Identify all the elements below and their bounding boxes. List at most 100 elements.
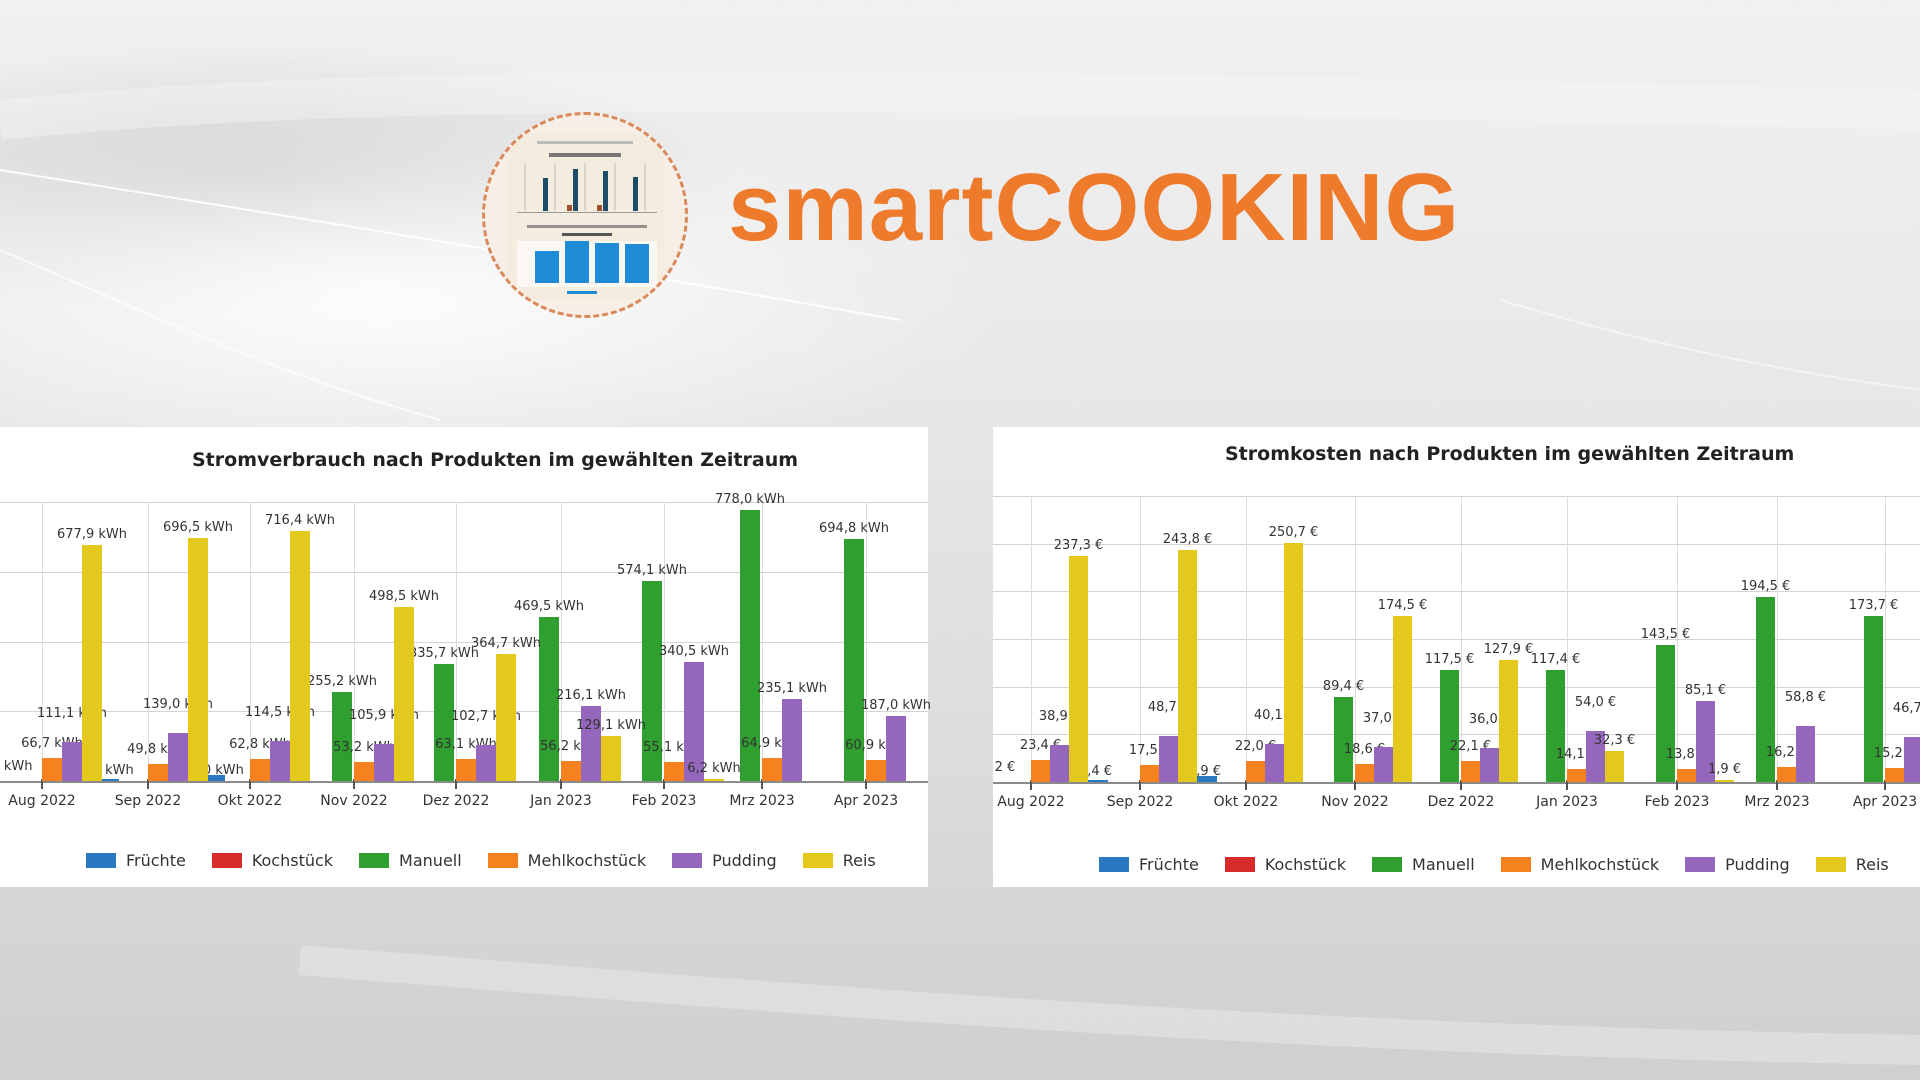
bar-manuell[interactable] [1756,596,1775,782]
bar-früchte[interactable] [97,779,119,781]
bar-mehlkochstück[interactable] [1031,759,1050,782]
bar-pudding[interactable] [1904,737,1920,782]
bar-mehlkochstück[interactable] [1355,764,1374,782]
bar-manuell[interactable] [740,509,760,781]
bar-pudding[interactable] [1796,725,1815,782]
bar-reis[interactable] [1715,780,1734,782]
bar-manuell[interactable] [1440,669,1459,782]
bar-mehlkochstück[interactable] [354,762,374,781]
bar-pudding[interactable] [1586,730,1605,782]
legend-swatch [1815,857,1846,872]
bar-mehlkochstück[interactable] [42,757,62,781]
bar-pudding[interactable] [886,715,906,781]
bar-pudding[interactable] [168,732,188,781]
data-label: 237,3 € [1053,537,1104,553]
gridline [993,543,1920,545]
bar-früchte[interactable] [1195,776,1217,782]
legend-item-kochstück[interactable]: Kochstück [211,851,333,870]
bar-mehlkochstück[interactable] [456,758,476,781]
bar-pudding[interactable] [1159,735,1178,782]
bar-früchte[interactable] [203,775,225,781]
bar-manuell[interactable] [642,580,662,781]
gridline [0,641,928,643]
bar-reis[interactable] [1393,615,1412,782]
logo-badge [482,112,688,318]
bar-mehlkochstück[interactable] [561,761,581,781]
legend-item-manuell[interactable]: Manuell [1372,855,1475,874]
chart-legend: Früchte Kochstück Manuell Mehlkochstück Pudd… [1099,855,1915,874]
bar-mehlkochstück[interactable] [1140,765,1159,782]
bar-pudding[interactable] [1374,746,1393,782]
bar-manuell[interactable] [1334,696,1353,782]
legend-item-kochstück[interactable]: Kochstück [1224,855,1346,874]
gridline [993,639,1920,640]
legend-item-früchte[interactable]: Früchte [86,851,186,870]
gridline [1567,496,1568,782]
legend-label: Reis [842,851,876,870]
bar-reis[interactable] [290,531,310,781]
bar-mehlkochstück[interactable] [1567,768,1586,782]
bar-pudding[interactable] [1480,747,1499,782]
bar-manuell[interactable] [539,617,559,781]
bar-manuell[interactable] [1656,645,1675,782]
bar-pudding[interactable] [684,662,704,781]
bar-reis[interactable] [496,653,516,781]
x-tick-label: Nov 2022 [320,793,388,809]
bar-reis[interactable] [188,538,208,781]
bar-mehlkochstück[interactable] [866,759,886,781]
bar-reis[interactable] [1069,555,1088,782]
bar-pudding[interactable] [1050,744,1069,782]
bar-mehlkochstück[interactable] [1461,760,1480,782]
bar-pudding[interactable] [476,745,496,781]
bar-reis[interactable] [82,544,102,781]
bar-pudding[interactable] [1265,743,1284,782]
legend-item-mehlkochstück[interactable]: Mehlkochstück [1500,855,1659,874]
bar-reis[interactable] [1499,660,1518,782]
gridline [42,502,43,781]
chart-title: Stromkosten nach Produkten im gewählten … [1225,443,1795,465]
legend-item-manuell[interactable]: Manuell [359,851,462,870]
bar-pudding[interactable] [62,742,82,781]
bar-reis[interactable] [704,778,724,781]
bar-manuell[interactable] [332,691,352,781]
legend-swatch [487,853,518,868]
bar-pudding[interactable] [270,741,290,781]
bar-pudding[interactable] [1696,700,1715,782]
legend-item-reis[interactable]: Reis [1815,855,1889,874]
x-tick-label: Mrz 2023 [1744,794,1810,810]
x-tick-label: Aug 2022 [997,794,1065,810]
bar-manuell[interactable] [1546,670,1565,782]
bar-reis[interactable] [1284,542,1303,782]
data-label: 46,7 € [1892,701,1920,717]
bar-mehlkochstück[interactable] [1777,766,1796,782]
bar-mehlkochstück[interactable] [148,763,168,781]
legend-item-pudding[interactable]: Pudding [672,851,777,870]
bar-reis[interactable] [394,607,414,781]
legend-item-pudding[interactable]: Pudding [1685,855,1790,874]
legend-label: Reis [1855,855,1889,874]
bar-reis[interactable] [601,735,621,781]
bar-mehlkochstück[interactable] [1677,768,1696,782]
bar-mehlkochstück[interactable] [1885,767,1904,782]
legend-item-reis[interactable]: Reis [802,851,876,870]
legend-item-früchte[interactable]: Früchte [1099,855,1199,874]
bar-früchte[interactable] [1086,780,1108,782]
bar-mehlkochstück[interactable] [1246,761,1265,782]
legend-label: Früchte [126,851,186,870]
bar-mehlkochstück[interactable] [664,761,684,781]
bar-pudding[interactable] [782,699,802,781]
bar-reis[interactable] [1178,549,1197,782]
bar-mehlkochstück[interactable] [762,758,782,781]
bar-manuell[interactable] [844,538,864,781]
bar-mehlkochstück[interactable] [250,759,270,781]
x-tick [1676,780,1678,790]
data-label: 243,8 € [1162,531,1213,547]
bar-manuell[interactable] [434,663,454,781]
legend-item-mehlkochstück[interactable]: Mehlkochstück [487,851,646,870]
gridline [1031,496,1032,782]
bar-reis[interactable] [1605,751,1624,782]
x-tick [1566,780,1568,790]
bar-manuell[interactable] [1864,616,1883,782]
bar-pudding[interactable] [581,705,601,781]
bar-pudding[interactable] [374,744,394,781]
